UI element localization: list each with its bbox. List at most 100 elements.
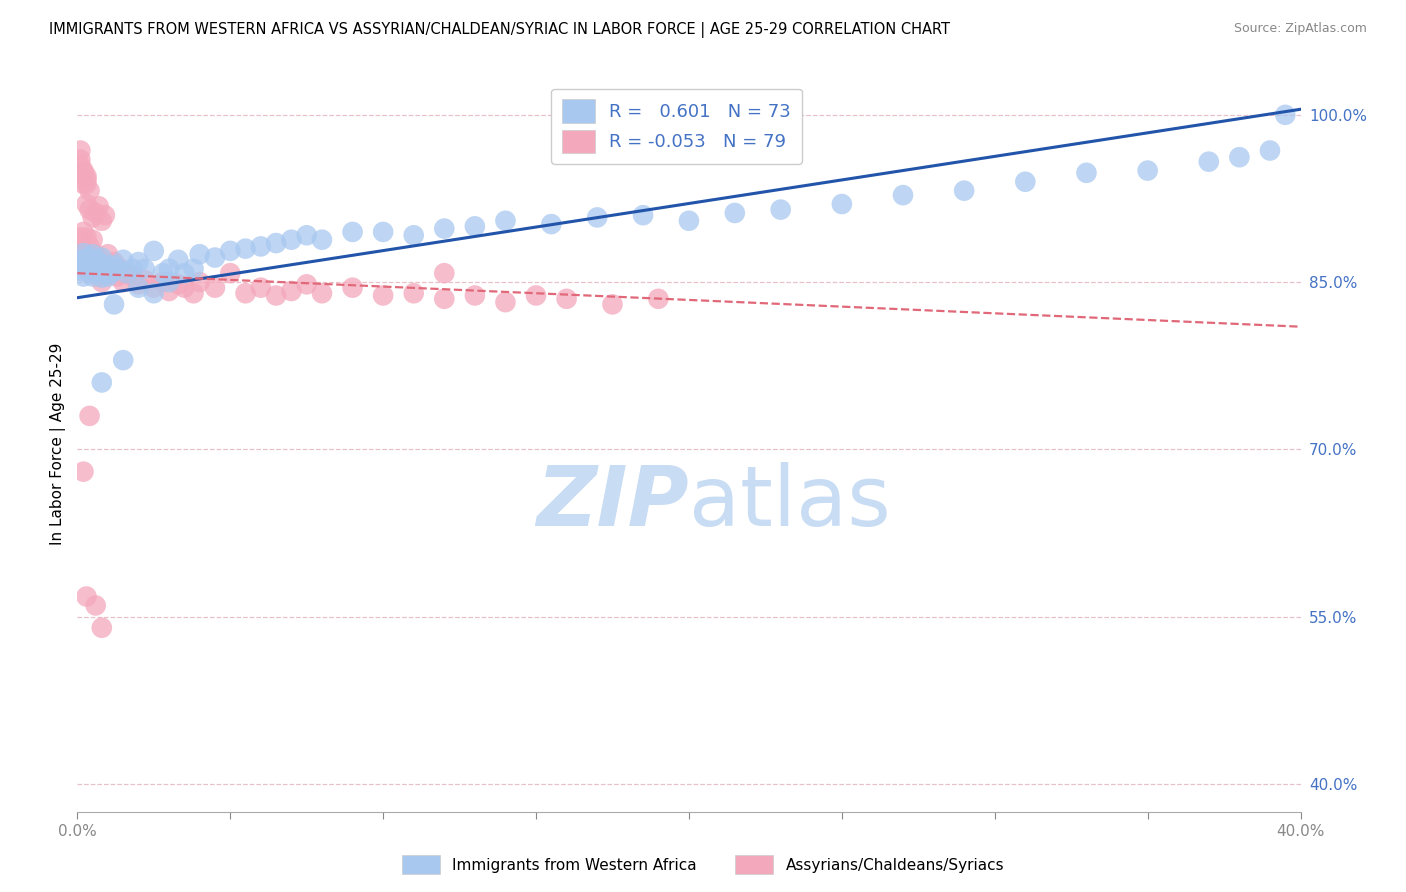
Point bbox=[69, 252, 91, 267]
Point bbox=[79, 255, 101, 269]
Point bbox=[112, 252, 135, 267]
Point bbox=[76, 197, 98, 211]
Point bbox=[69, 244, 91, 258]
Point bbox=[97, 247, 120, 261]
Point bbox=[90, 275, 112, 289]
Point bbox=[72, 225, 94, 239]
Point bbox=[90, 270, 112, 285]
Point bbox=[121, 261, 143, 276]
Point bbox=[72, 177, 94, 191]
Point bbox=[79, 202, 101, 217]
Point bbox=[76, 230, 98, 244]
Point bbox=[152, 266, 174, 280]
Point bbox=[295, 277, 318, 292]
Point bbox=[90, 259, 112, 273]
Point bbox=[82, 259, 104, 273]
Legend: R =   0.601   N = 73, R = -0.053   N = 79: R = 0.601 N = 73, R = -0.053 N = 79 bbox=[551, 88, 801, 164]
Point bbox=[142, 280, 165, 294]
Point bbox=[167, 277, 190, 292]
Point bbox=[219, 244, 242, 258]
Point bbox=[72, 255, 94, 269]
Point bbox=[433, 221, 456, 235]
Point bbox=[97, 259, 120, 273]
Point bbox=[157, 284, 180, 298]
Point bbox=[402, 286, 425, 301]
Point bbox=[219, 266, 242, 280]
Point bbox=[280, 284, 302, 298]
Point bbox=[94, 208, 117, 222]
Point bbox=[69, 230, 91, 244]
Y-axis label: In Labor Force | Age 25-29: In Labor Force | Age 25-29 bbox=[51, 343, 66, 545]
Point bbox=[76, 261, 98, 276]
Point bbox=[84, 599, 107, 613]
Point bbox=[76, 172, 98, 186]
Point bbox=[90, 261, 112, 276]
Point bbox=[152, 275, 174, 289]
Point bbox=[84, 206, 107, 220]
Point bbox=[678, 213, 700, 227]
Point bbox=[79, 239, 101, 253]
Point bbox=[235, 242, 257, 256]
Point bbox=[142, 244, 165, 258]
Point bbox=[1258, 144, 1281, 158]
Point bbox=[103, 297, 125, 311]
Point bbox=[72, 166, 94, 180]
Point bbox=[235, 286, 257, 301]
Point bbox=[94, 266, 117, 280]
Point bbox=[631, 208, 654, 222]
Point bbox=[90, 213, 112, 227]
Point bbox=[127, 255, 149, 269]
Point bbox=[204, 280, 226, 294]
Point bbox=[280, 233, 302, 247]
Point bbox=[264, 235, 287, 250]
Point bbox=[953, 184, 976, 198]
Point bbox=[87, 199, 110, 213]
Point bbox=[103, 255, 125, 269]
Text: atlas: atlas bbox=[689, 462, 890, 543]
Point bbox=[87, 266, 110, 280]
Point bbox=[264, 288, 287, 302]
Point bbox=[82, 266, 104, 280]
Point bbox=[724, 206, 747, 220]
Point bbox=[87, 269, 110, 284]
Point bbox=[167, 252, 190, 267]
Point bbox=[112, 275, 135, 289]
Point bbox=[84, 247, 107, 261]
Legend: Immigrants from Western Africa, Assyrians/Chaldeans/Syriacs: Immigrants from Western Africa, Assyrian… bbox=[395, 849, 1011, 880]
Point bbox=[342, 280, 364, 294]
Point bbox=[495, 295, 517, 310]
Point bbox=[103, 259, 125, 273]
Text: Source: ZipAtlas.com: Source: ZipAtlas.com bbox=[1233, 22, 1367, 36]
Point bbox=[495, 213, 517, 227]
Point bbox=[371, 288, 394, 302]
Point bbox=[79, 409, 101, 423]
Point bbox=[371, 225, 394, 239]
Point bbox=[105, 261, 128, 276]
Point bbox=[295, 228, 318, 243]
Point bbox=[76, 177, 98, 191]
Point bbox=[831, 197, 853, 211]
Point bbox=[555, 292, 578, 306]
Point bbox=[586, 211, 609, 225]
Point bbox=[94, 264, 117, 278]
Point bbox=[188, 275, 211, 289]
Point bbox=[87, 252, 110, 267]
Point bbox=[79, 184, 101, 198]
Point bbox=[72, 252, 94, 267]
Point bbox=[173, 266, 195, 280]
Point bbox=[602, 297, 624, 311]
Point bbox=[72, 465, 94, 479]
Point bbox=[204, 251, 226, 265]
Point bbox=[87, 255, 110, 269]
Point bbox=[433, 292, 456, 306]
Point bbox=[90, 376, 112, 390]
Point bbox=[540, 217, 562, 231]
Point bbox=[69, 264, 91, 278]
Point bbox=[1198, 154, 1220, 169]
Point bbox=[69, 144, 91, 158]
Text: ZIP: ZIP bbox=[536, 462, 689, 543]
Point bbox=[69, 153, 91, 167]
Point bbox=[311, 233, 333, 247]
Point bbox=[1274, 108, 1296, 122]
Point bbox=[464, 288, 486, 302]
